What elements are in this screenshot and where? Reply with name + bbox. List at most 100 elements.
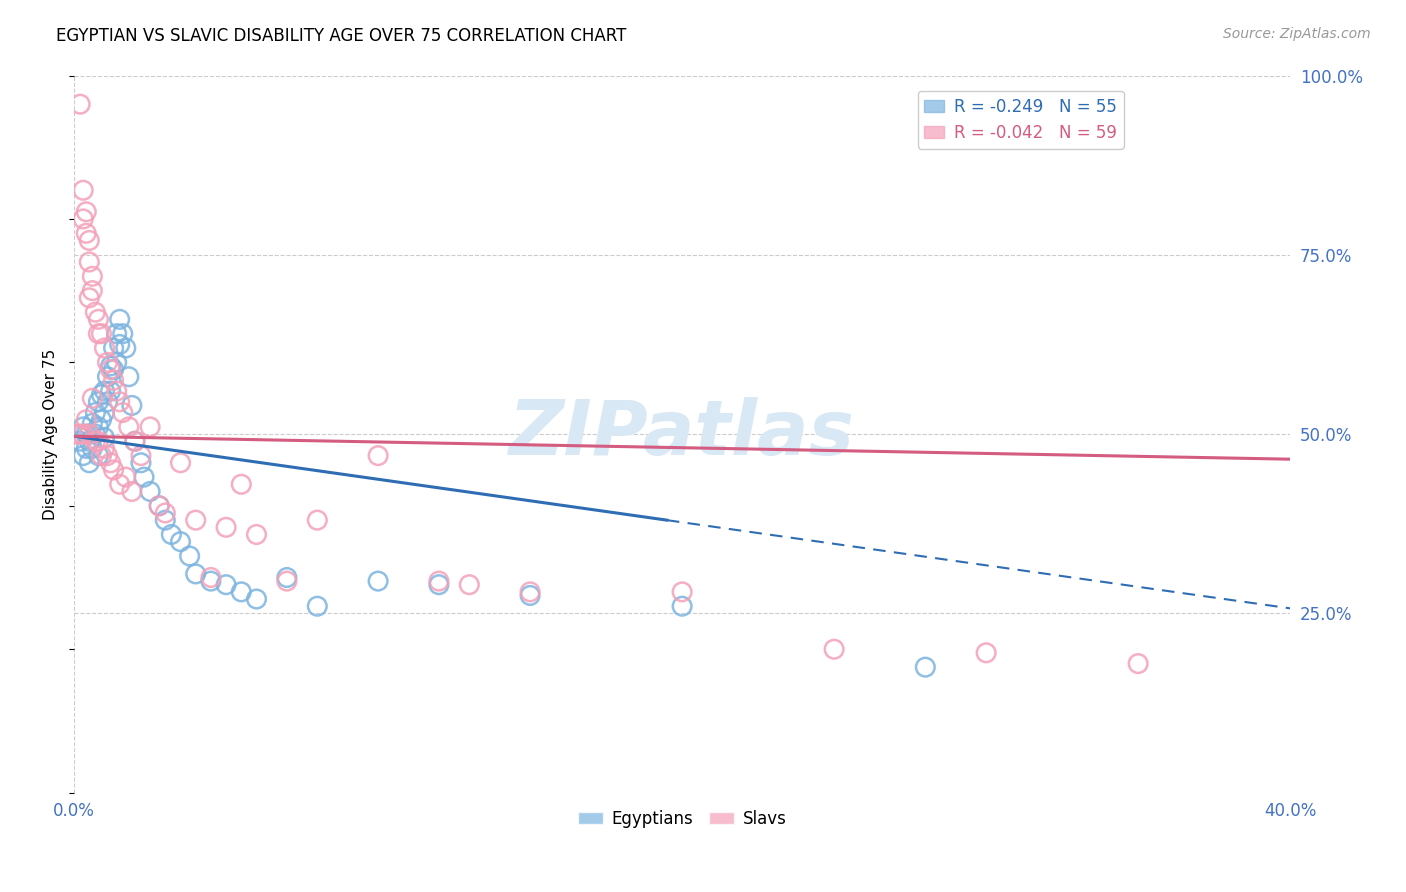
Point (169, 456, 191, 470)
Point (307, 599, 329, 614)
Point (90, 449, 112, 463)
Point (93, 406, 115, 420)
Point (129, 449, 152, 463)
Point (93, 341, 115, 355)
Point (79, 255, 101, 269)
Point (79, 434, 101, 449)
Point (215, 520, 238, 534)
Point (184, 513, 207, 527)
Point (519, 585, 541, 599)
Point (427, 577, 450, 591)
Point (79, 427, 101, 442)
Text: ZIPatlas: ZIPatlas (509, 397, 855, 471)
Point (75, 204, 97, 219)
Point (121, 398, 143, 412)
Point (69, 434, 91, 449)
Point (96, 369, 118, 384)
Point (155, 513, 177, 527)
Point (169, 534, 191, 549)
Point (84, 434, 107, 449)
Point (90, 326, 112, 341)
Point (200, 570, 222, 584)
Point (72, 449, 94, 463)
Text: EGYPTIAN VS SLAVIC DISABILITY AGE OVER 75 CORRELATION CHART: EGYPTIAN VS SLAVIC DISABILITY AGE OVER 7… (56, 27, 627, 45)
Point (124, 434, 146, 449)
Point (87, 326, 110, 341)
Point (118, 420, 141, 434)
Point (105, 384, 128, 398)
Point (82, 442, 104, 456)
Point (671, 599, 693, 614)
Point (215, 577, 238, 591)
Point (160, 527, 183, 541)
Text: Source: ZipAtlas.com: Source: ZipAtlas.com (1223, 27, 1371, 41)
Point (103, 362, 125, 376)
Point (671, 585, 693, 599)
Point (72, 183, 94, 197)
Point (245, 527, 267, 541)
Point (179, 549, 201, 563)
Point (108, 477, 131, 491)
Point (124, 434, 146, 449)
Point (93, 384, 115, 398)
Point (84, 427, 107, 442)
Point (105, 326, 128, 341)
Point (82, 417, 104, 431)
Point (111, 326, 134, 341)
Point (132, 470, 155, 484)
Point (96, 449, 118, 463)
Point (96, 394, 118, 409)
Point (276, 574, 298, 588)
Point (100, 359, 122, 373)
Point (69, 427, 91, 442)
Point (129, 456, 152, 470)
Point (108, 337, 131, 351)
Point (184, 566, 207, 581)
Point (148, 499, 170, 513)
Point (276, 570, 298, 584)
Point (66, 427, 89, 442)
Point (200, 574, 222, 588)
Point (100, 384, 122, 398)
Point (103, 463, 125, 477)
Point (75, 442, 97, 456)
Point (103, 341, 125, 355)
Point (72, 211, 94, 226)
Point (93, 431, 115, 445)
Point (458, 577, 481, 591)
Point (82, 284, 104, 298)
Point (87, 312, 110, 326)
Point (307, 513, 329, 527)
Point (974, 646, 997, 660)
Point (139, 420, 162, 434)
Point (427, 574, 450, 588)
Point (93, 442, 115, 456)
Point (114, 341, 136, 355)
Point (75, 427, 97, 442)
Point (90, 387, 112, 401)
Point (79, 291, 101, 305)
Point (90, 413, 112, 427)
Point (72, 427, 94, 442)
Point (1126, 657, 1149, 671)
Point (914, 660, 936, 674)
Point (121, 484, 143, 499)
Point (105, 355, 128, 369)
Point (82, 269, 104, 284)
Point (87, 449, 110, 463)
Point (87, 434, 110, 449)
Point (103, 373, 125, 387)
Point (231, 585, 253, 599)
Point (100, 362, 122, 376)
Point (155, 506, 177, 520)
Point (84, 305, 107, 319)
Point (148, 499, 170, 513)
Legend: Egyptians, Slavs: Egyptians, Slavs (571, 803, 793, 835)
Point (231, 477, 253, 491)
Point (87, 420, 110, 434)
Point (139, 484, 162, 499)
Point (108, 312, 131, 326)
Point (367, 449, 389, 463)
Point (75, 227, 97, 241)
Point (84, 406, 107, 420)
